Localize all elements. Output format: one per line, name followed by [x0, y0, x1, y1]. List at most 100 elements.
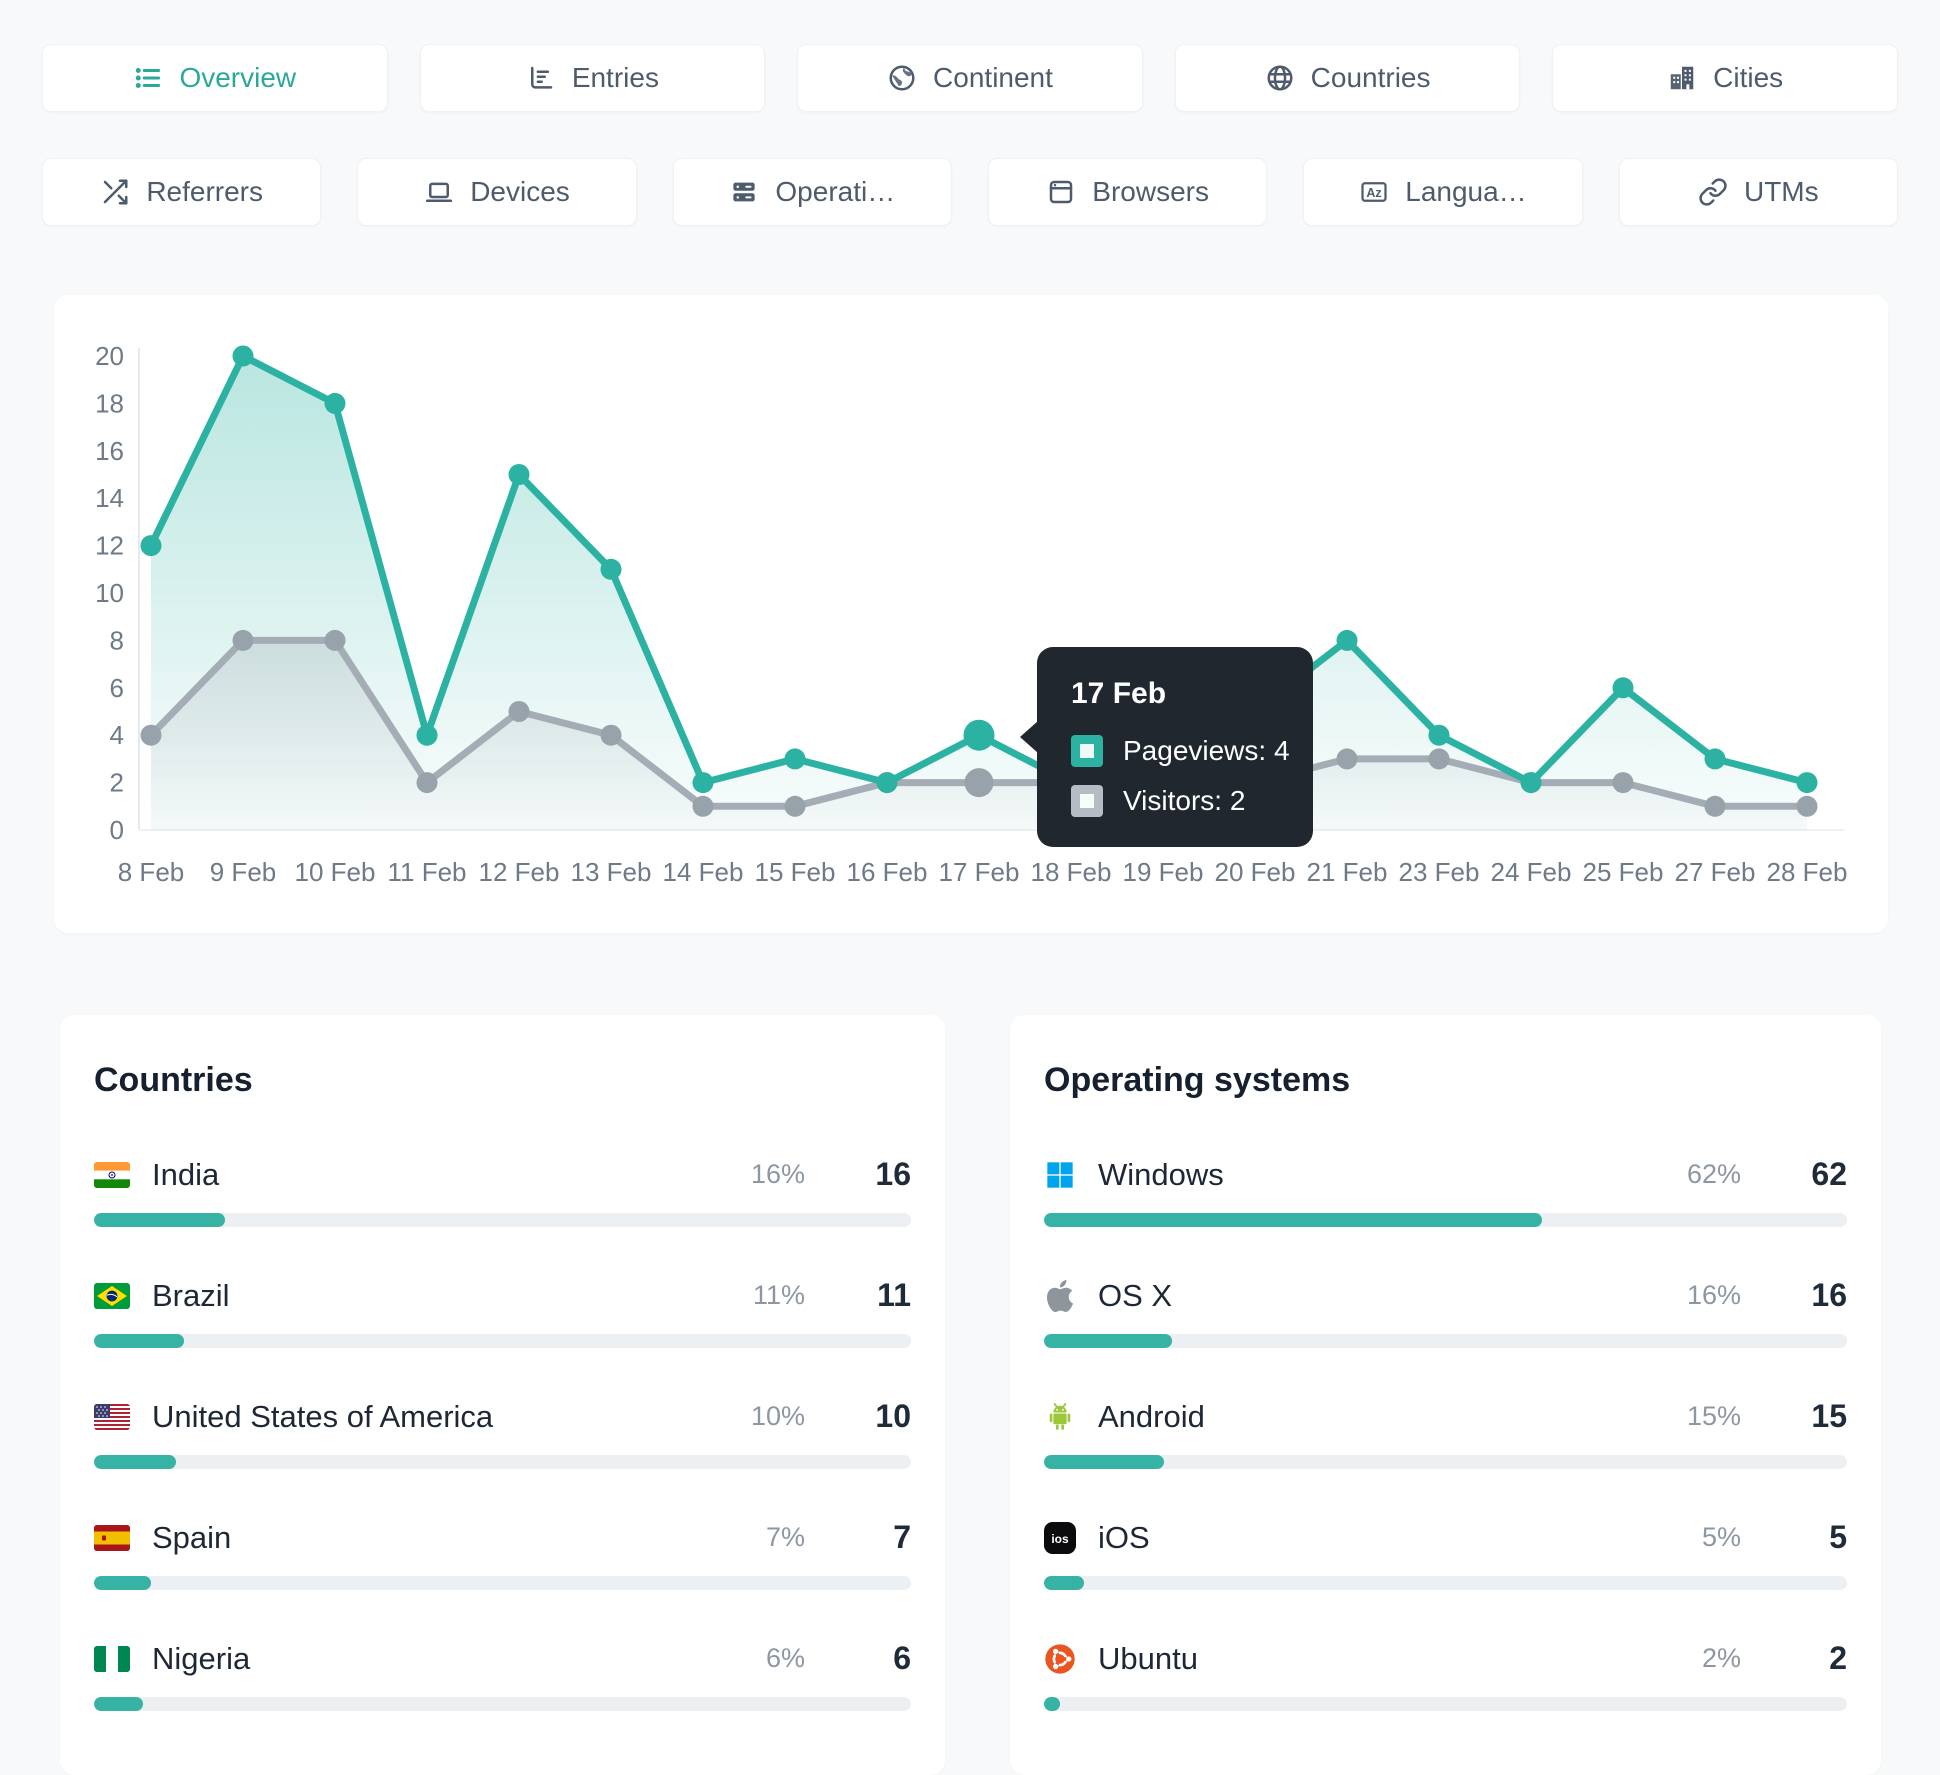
os-percent: 62% — [1686, 1159, 1741, 1189]
tab-referrers[interactable]: Referrers — [42, 158, 322, 226]
tooltip-arrow — [1020, 721, 1038, 753]
list-item-usa[interactable]: United States of America 10% 10 — [94, 1398, 911, 1469]
shuffle-icon — [100, 177, 130, 207]
ubuntu-icon — [1044, 1643, 1076, 1675]
earth-icon — [887, 63, 917, 93]
tooltip-visitors-text: Visitors: 2 — [1123, 785, 1246, 816]
svg-text:28 Feb: 28 Feb — [1767, 857, 1848, 887]
list-item-osx[interactable]: OS X 16% 16 — [1044, 1277, 1847, 1348]
country-value: 11 — [877, 1277, 911, 1313]
tab-cities[interactable]: Cities — [1552, 44, 1898, 112]
progress-track — [1044, 1334, 1847, 1348]
chart-tooltip: 17 Feb Pageviews: 4 Visitors: 2 — [1020, 647, 1313, 847]
windows-icon — [1044, 1159, 1076, 1191]
svg-text:8 Feb: 8 Feb — [118, 857, 185, 887]
progress-fill — [94, 1455, 176, 1469]
svg-text:23 Feb: 23 Feb — [1399, 857, 1480, 887]
list-item-spain[interactable]: Spain 7% 7 — [94, 1519, 911, 1590]
android-icon — [1044, 1401, 1076, 1433]
tab-countries[interactable]: Countries — [1174, 44, 1521, 112]
svg-text:27 Feb: 27 Feb — [1675, 857, 1756, 887]
country-value: 16 — [875, 1156, 911, 1192]
tab-utms[interactable]: UTMs — [1618, 158, 1898, 226]
progress-fill — [1044, 1576, 1085, 1590]
svg-text:19 Feb: 19 Feb — [1123, 857, 1204, 887]
progress-track — [1044, 1455, 1847, 1469]
link-icon — [1698, 177, 1728, 207]
tab-row-primary: Overview Entries Continent Countries Cit… — [0, 0, 1940, 112]
svg-text:12: 12 — [95, 531, 124, 561]
tab-label: Referrers — [146, 176, 264, 207]
list-item-android[interactable]: Android 15% 15 — [1044, 1398, 1847, 1469]
tab-devices[interactable]: Devices — [357, 158, 637, 226]
tab-label: Entries — [571, 62, 659, 93]
tab-row-secondary: Referrers Devices Operati… Browsers Az L… — [0, 158, 1940, 226]
svg-text:10 Feb: 10 Feb — [295, 857, 376, 887]
progress-track — [94, 1455, 911, 1469]
traffic-chart-card: 0 2 4 6 8 10 12 14 16 18 20 8 Feb 9 Feb 10 Feb 11 Feb 1… — [54, 295, 1888, 933]
tab-label: Operati… — [775, 176, 896, 207]
svg-text:20 Feb: 20 Feb — [1215, 857, 1296, 887]
country-name: India — [152, 1156, 220, 1192]
progress-fill — [1044, 1213, 1542, 1227]
list-item-windows[interactable]: Windows 62% 62 — [1044, 1156, 1847, 1227]
tab-label: UTMs — [1743, 176, 1819, 207]
country-name: Brazil — [152, 1277, 230, 1313]
globe-icon — [1265, 63, 1295, 93]
nigeria-flag-icon — [94, 1645, 130, 1672]
list-item-ubuntu[interactable]: Ubuntu 2% 2 — [1044, 1640, 1847, 1711]
svg-text:12 Feb: 12 Feb — [479, 857, 560, 887]
country-percent: 10% — [750, 1401, 805, 1431]
usa-flag-icon — [94, 1403, 130, 1430]
progress-track — [94, 1334, 911, 1348]
india-flag-icon — [94, 1161, 130, 1188]
progress-track — [94, 1213, 911, 1227]
tab-entries[interactable]: Entries — [419, 44, 766, 112]
os-percent: 2% — [1701, 1643, 1741, 1673]
progress-track — [94, 1576, 911, 1590]
browser-window-icon — [1046, 177, 1076, 207]
os-name: Android — [1098, 1398, 1205, 1434]
country-name: Nigeria — [152, 1640, 251, 1676]
os-value: 15 — [1811, 1398, 1847, 1434]
progress-fill — [94, 1576, 152, 1590]
svg-text:17 Feb: 17 Feb — [939, 857, 1020, 887]
ios-icon: ios — [1044, 1521, 1076, 1554]
os-name: OS X — [1098, 1277, 1173, 1313]
list-item-ios[interactable]: ios iOS 5% 5 — [1044, 1519, 1847, 1590]
os-percent: 5% — [1701, 1522, 1741, 1552]
svg-text:9 Feb: 9 Feb — [210, 857, 277, 887]
svg-text:21 Feb: 21 Feb — [1307, 857, 1388, 887]
tab-label: Cities — [1713, 62, 1784, 93]
tab-overview[interactable]: Overview — [42, 44, 388, 112]
country-value: 10 — [875, 1398, 911, 1434]
tooltip-visitors-row: Visitors: 2 — [1071, 785, 1279, 817]
country-percent: 6% — [765, 1643, 805, 1673]
svg-text:0: 0 — [110, 815, 124, 845]
svg-text:13 Feb: 13 Feb — [571, 857, 652, 887]
list-item-brazil[interactable]: Brazil 11% 11 — [94, 1277, 911, 1348]
progress-track — [1044, 1213, 1847, 1227]
os-value: 62 — [1811, 1156, 1847, 1192]
list-item-nigeria[interactable]: Nigeria 6% 6 — [94, 1640, 911, 1711]
stats-panels: Countries India 16% 16 Brazil — [0, 1015, 1940, 1775]
svg-text:15 Feb: 15 Feb — [755, 857, 836, 887]
list-icon — [133, 63, 163, 93]
svg-text:10: 10 — [95, 578, 124, 608]
svg-text:16 Feb: 16 Feb — [847, 857, 928, 887]
panel-title: Countries — [94, 1061, 253, 1099]
tab-browsers[interactable]: Browsers — [987, 158, 1268, 226]
country-name: Spain — [152, 1519, 232, 1555]
country-value: 6 — [893, 1640, 911, 1676]
traffic-line-chart[interactable]: 0 2 4 6 8 10 12 14 16 18 20 8 Feb 9 Feb 10 Feb 11 Feb 1… — [54, 295, 1888, 933]
list-item-india[interactable]: India 16% 16 — [94, 1156, 911, 1227]
analytics-dashboard: Overview Entries Continent Countries Cit… — [0, 0, 1940, 1711]
progress-fill — [94, 1213, 225, 1227]
svg-text:4: 4 — [110, 720, 124, 750]
panel-title: Operating systems — [1044, 1061, 1351, 1099]
progress-fill — [1044, 1334, 1173, 1348]
pageviews-legend-icon — [1071, 735, 1103, 767]
tab-languages[interactable]: Az Langua… — [1303, 158, 1583, 226]
tab-operating-systems[interactable]: Operati… — [672, 158, 952, 226]
tab-continent[interactable]: Continent — [797, 44, 1143, 112]
